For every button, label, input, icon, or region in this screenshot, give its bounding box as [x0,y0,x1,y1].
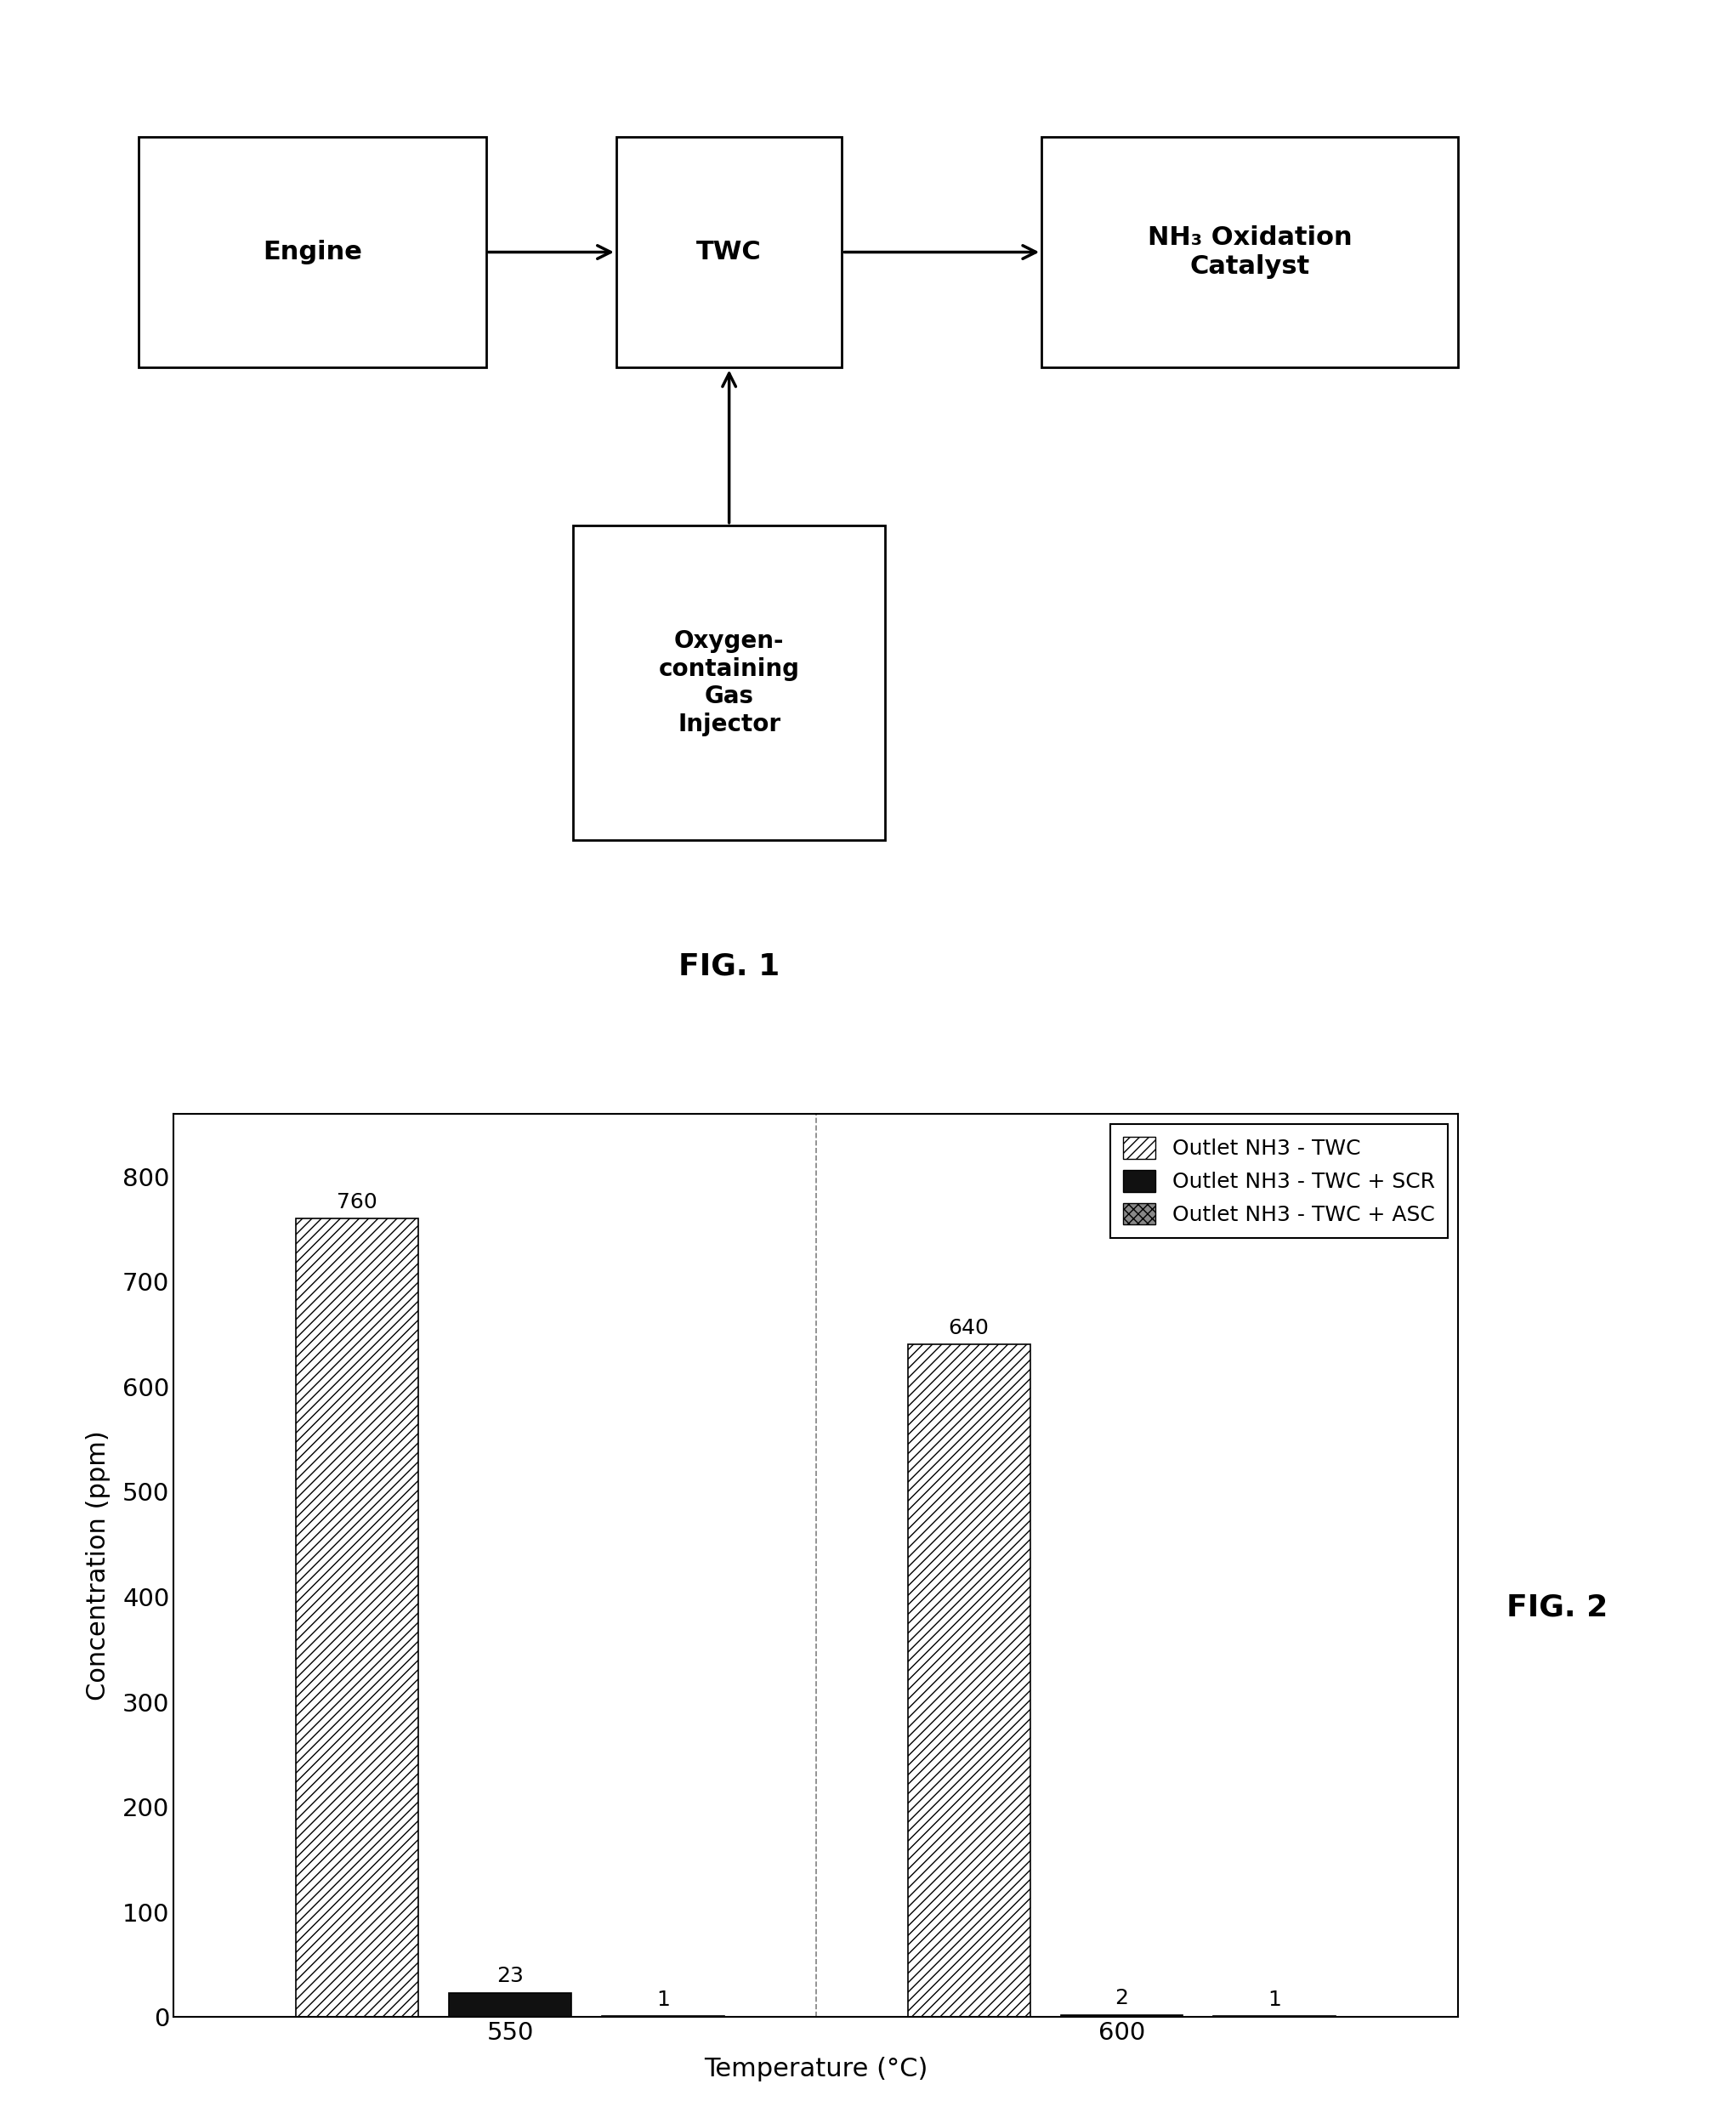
Bar [908,1345,1029,2017]
Bar [295,1219,418,2017]
Text: 23: 23 [496,1967,524,1988]
Text: FIG. 1: FIG. 1 [679,952,779,981]
Bar [1061,2015,1182,2017]
Text: FIG. 2: FIG. 2 [1507,1593,1608,1622]
Text: NH₃ Oxidation
Catalyst: NH₃ Oxidation Catalyst [1147,225,1352,279]
Text: 640: 640 [948,1317,990,1338]
Text: 2: 2 [1115,1988,1128,2009]
Bar [573,525,885,840]
Text: Oxygen-
containing
Gas
Injector: Oxygen- containing Gas Injector [658,630,800,735]
Text: Engine: Engine [262,240,363,265]
Bar [1042,137,1458,368]
Text: 760: 760 [337,1191,377,1212]
Text: 1: 1 [1267,1990,1281,2009]
Bar [139,137,486,368]
Text: TWC: TWC [696,240,762,265]
Text: 1: 1 [656,1990,670,2009]
X-axis label: Temperature (°C): Temperature (°C) [705,2057,927,2082]
Y-axis label: Concentration (ppm): Concentration (ppm) [85,1431,111,1700]
Legend: Outlet NH3 - TWC, Outlet NH3 - TWC + SCR, Outlet NH3 - TWC + ASC: Outlet NH3 - TWC, Outlet NH3 - TWC + SCR… [1111,1124,1448,1237]
Bar [616,137,842,368]
Bar [450,1992,571,2017]
